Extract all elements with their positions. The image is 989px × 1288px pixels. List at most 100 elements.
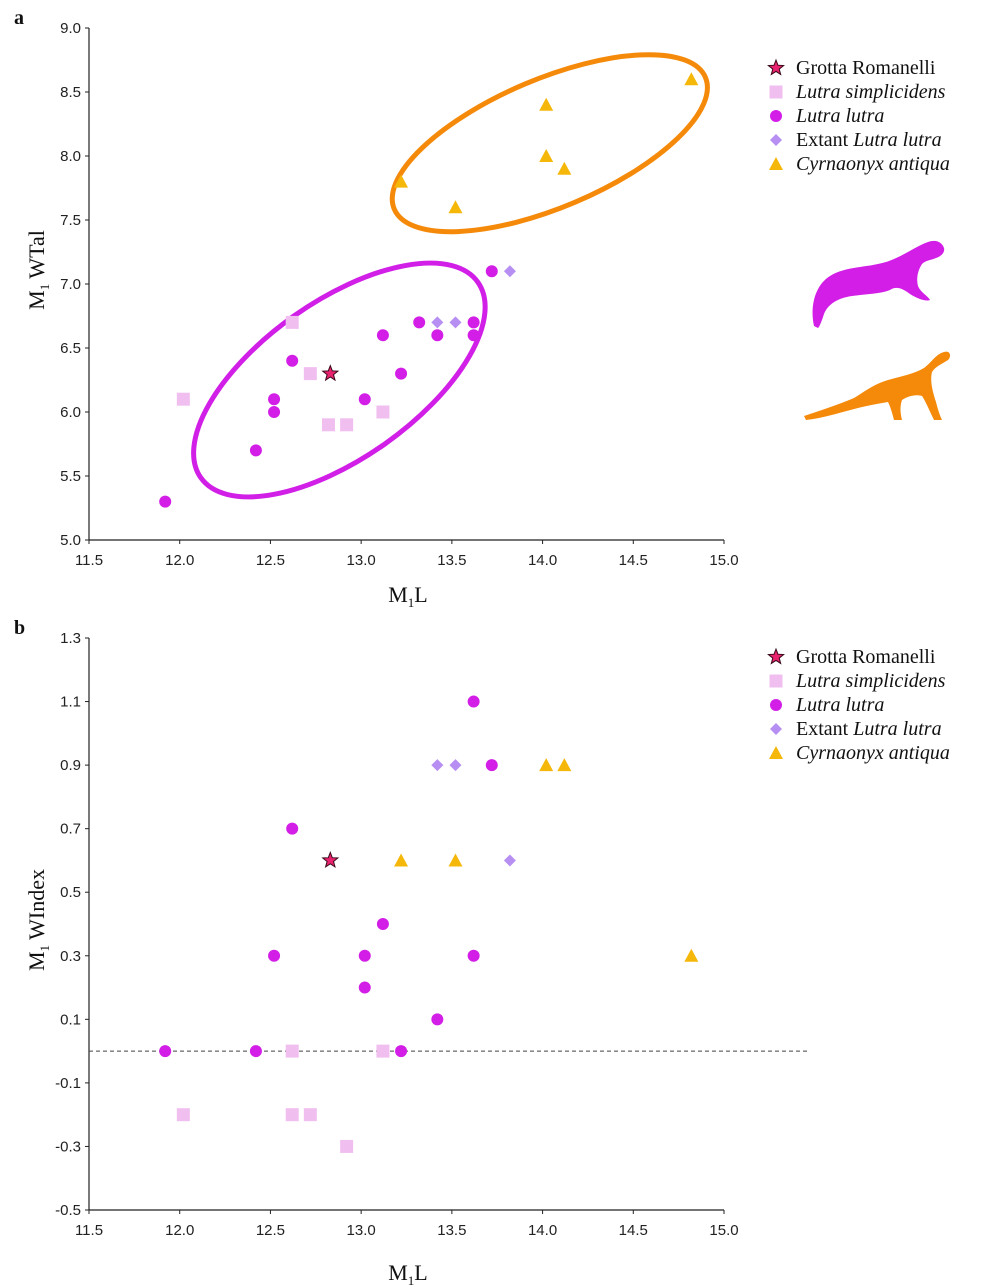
lutra-point: [268, 406, 281, 418]
lutra-point: [159, 1045, 172, 1058]
lutra-point: [467, 695, 480, 708]
cyrnaonyx-point: [539, 758, 554, 772]
legend-label-lutra: Lutra lutra: [795, 694, 884, 716]
lutra-point: [286, 822, 299, 835]
lutra-point: [159, 495, 172, 508]
cyrnaonyx-point: [448, 853, 463, 867]
cyrnaonyx-point: [684, 72, 699, 86]
simplicidens-point: [303, 367, 317, 381]
x-tick-label: 15.0: [709, 552, 738, 569]
cyrnaonyx-point: [557, 161, 572, 175]
legend-marker-extant: [770, 723, 782, 735]
panel-a-axes: 11.5 12.0 12.5 13.0 13.5 14.0 14.5 15.0 5.0 5.5 6.…: [60, 20, 738, 569]
cyrnaonyx-point: [394, 853, 409, 867]
x-tick-label: 12.5: [256, 552, 285, 569]
simplicidens-point: [340, 418, 354, 432]
legend-label-cyrnaonyx: Cyrnaonyx antiqua: [796, 153, 950, 175]
legend-label-grotta: Grotta Romanelli: [796, 646, 936, 668]
cyrnaonyx-silhouette-icon: [804, 351, 951, 420]
y-tick-label: 1.3: [60, 630, 81, 647]
panel-a-ellipses: [191, 52, 710, 500]
lutra-point: [395, 367, 408, 380]
lutra-point: [467, 949, 480, 962]
lutra-point: [358, 949, 371, 962]
cyrnaonyx-point: [448, 200, 463, 214]
lutra-point: [431, 1013, 444, 1026]
panel-b-y-axis-title: M1 WIndex: [24, 869, 52, 971]
extant-point: [449, 316, 462, 329]
simplicidens-point: [321, 418, 335, 432]
lutra-point: [249, 1045, 262, 1058]
lutra-point: [376, 918, 389, 930]
y-tick-label: 9.0: [60, 20, 81, 37]
legend-marker-simplicidens: [769, 85, 783, 99]
legend-marker-grotta: [767, 647, 785, 665]
y-tick-label: -0.3: [55, 1138, 81, 1155]
x-tick-label: 12.5: [256, 1222, 285, 1239]
extant-point: [431, 759, 444, 772]
x-tick-label: 11.5: [75, 552, 103, 569]
y-tick-label: 0.1: [60, 1011, 81, 1028]
lutra-ellipse-region: [191, 260, 488, 500]
panel-b-letter: b: [14, 617, 25, 639]
cyrnaonyx-point: [539, 97, 554, 111]
legend-marker-lutra: [770, 699, 782, 711]
legend-marker-lutra: [770, 110, 782, 122]
lutra-point: [467, 329, 480, 342]
cyrnaonyx-ellipse-region: [389, 52, 710, 235]
y-tick-label: 0.9: [60, 757, 81, 774]
y-tick-label: 8.5: [60, 84, 81, 101]
y-tick-label: 6.0: [60, 404, 81, 421]
x-tick-label: 13.0: [347, 552, 376, 569]
x-tick-label: 14.5: [619, 1222, 648, 1239]
extant-point: [503, 265, 516, 278]
lutra-point: [431, 329, 444, 342]
lutra-point: [268, 949, 281, 962]
y-tick-label: 6.5: [60, 340, 81, 357]
simplicidens-point: [285, 315, 299, 329]
legend-label-simplicidens: Lutra simplicidens: [795, 670, 946, 692]
legend-label-simplicidens: Lutra simplicidens: [795, 81, 946, 103]
legend-label-grotta: Grotta Romanelli: [796, 57, 936, 79]
lutra-point: [485, 265, 498, 278]
y-tick-label: 8.0: [60, 148, 81, 165]
lutra-point: [286, 354, 299, 367]
legend-label-cyrnaonyx: Cyrnaonyx antiqua: [796, 742, 950, 764]
cyrnaonyx-point: [394, 174, 409, 188]
lutra-point: [376, 329, 389, 342]
legend-label-lutra: Lutra lutra: [795, 105, 884, 127]
legend-label-extant: Extant Lutra lutra: [796, 129, 942, 151]
x-tick-label: 13.5: [437, 1222, 466, 1239]
simplicidens-point: [303, 1108, 317, 1122]
x-tick-label: 13.5: [437, 552, 466, 569]
y-tick-label: 0.7: [60, 821, 81, 838]
lutra-point: [249, 444, 262, 457]
panel-b-points: [159, 695, 699, 1153]
lutra-point: [467, 316, 480, 329]
y-tick-label: 7.0: [60, 276, 81, 293]
x-tick-label: 15.0: [709, 1222, 738, 1239]
y-tick-label: -0.1: [55, 1075, 81, 1092]
legend-marker-extant: [770, 134, 782, 146]
panel-a-points: [159, 72, 699, 508]
panel-a-chart: a 11.5 12.0 12.5 13.0 13.5 14.0 14.5 15.0 5.0 5.5…: [14, 7, 950, 610]
simplicidens-point: [376, 1044, 390, 1058]
y-tick-label: 7.5: [60, 212, 81, 229]
simplicidens-point: [340, 1139, 354, 1153]
extant-point: [431, 316, 444, 329]
panel-b-x-axis-title: M1L: [388, 1260, 428, 1288]
otter-silhouette-icon: [812, 240, 945, 328]
extant-point: [503, 854, 516, 867]
x-tick-label: 14.0: [528, 552, 557, 569]
legend-marker-cyrnaonyx: [769, 157, 783, 170]
y-tick-label: 0.3: [60, 948, 81, 965]
legend-marker-cyrnaonyx: [769, 746, 783, 759]
simplicidens-point: [285, 1044, 299, 1058]
panel-a-x-axis-title: M1L: [388, 582, 428, 610]
lutra-point: [358, 981, 371, 994]
panel-a-y-axis-title: M1 WTal: [24, 230, 52, 310]
cyrnaonyx-point: [684, 948, 699, 962]
x-tick-label: 14.5: [619, 552, 648, 569]
